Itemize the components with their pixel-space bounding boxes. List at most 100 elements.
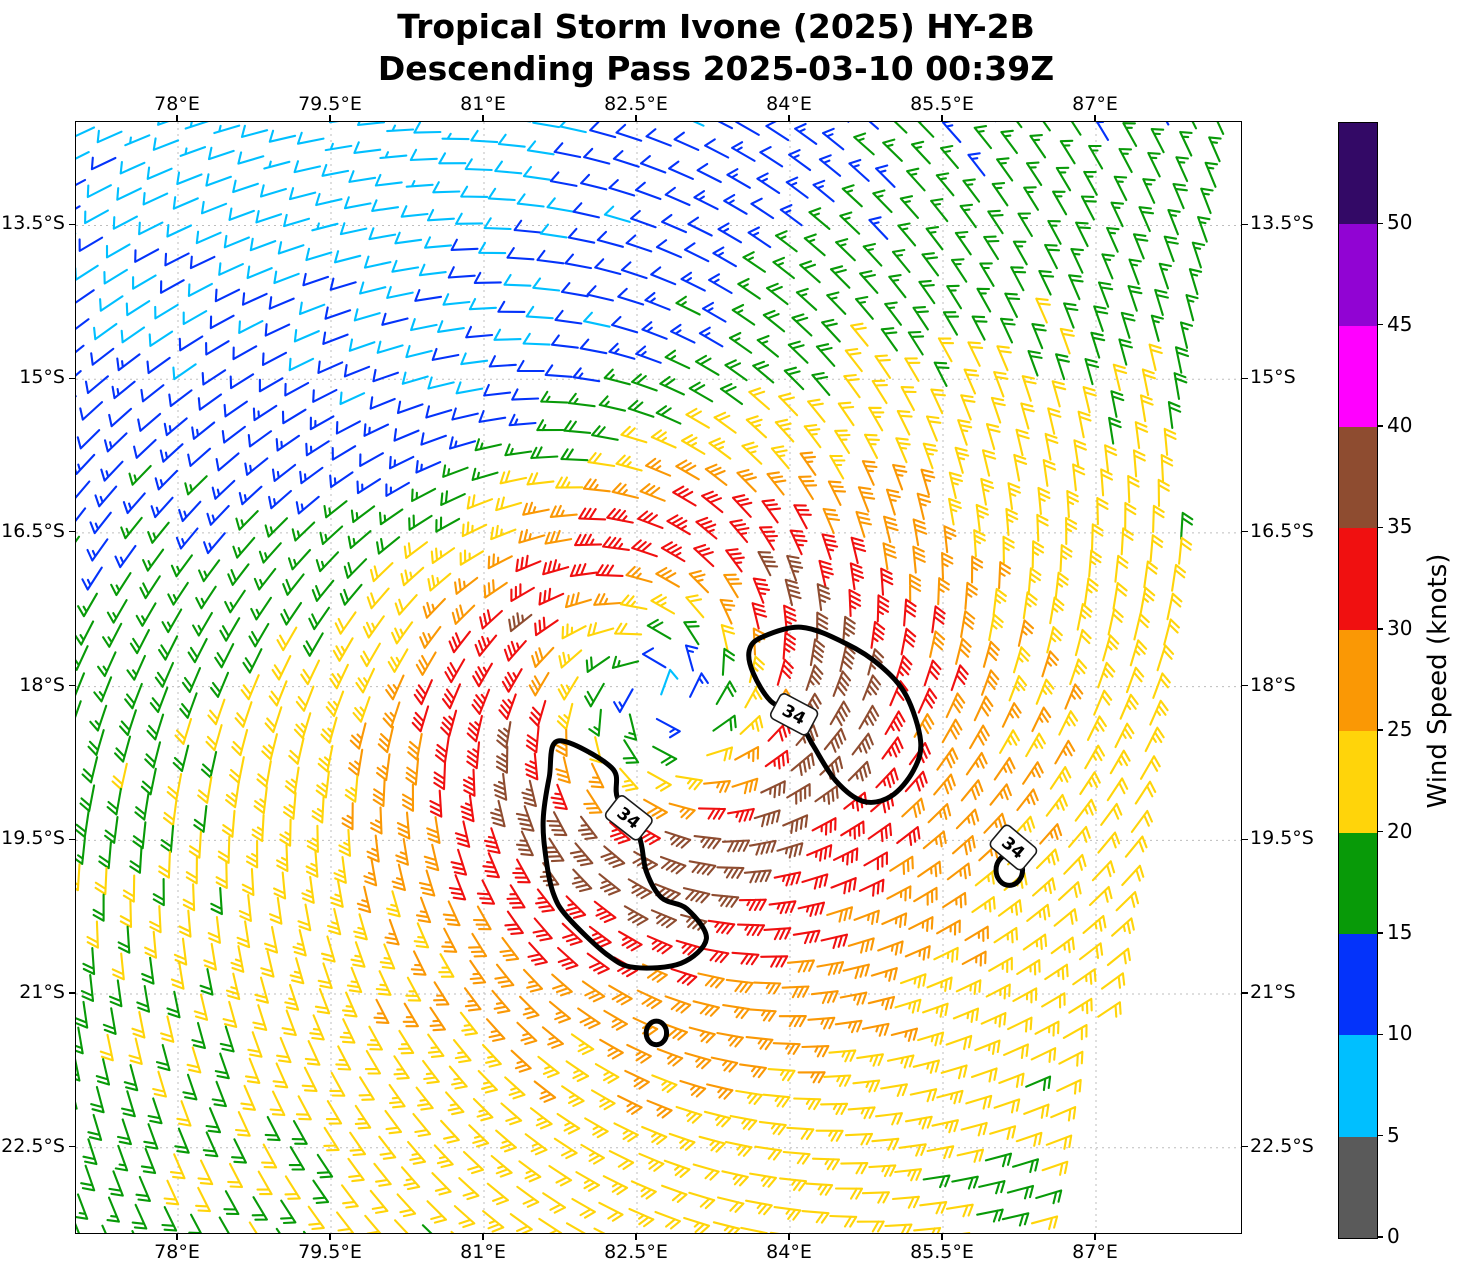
x-tick-label-top: 85.5°E	[910, 93, 974, 115]
x-tick-label-bottom: 82.5°E	[604, 1241, 668, 1263]
y-tick-label-left: 19.5°S	[1, 827, 65, 850]
x-tickmark-bottom	[941, 1234, 943, 1240]
x-tick-label-bottom: 84°E	[766, 1241, 812, 1263]
y-tick-label-left: 16.5°S	[1, 519, 65, 542]
colorbar-tickmark	[1377, 425, 1383, 427]
contour-ne-lobe	[746, 624, 924, 805]
colorbar-tickmark	[1377, 729, 1383, 731]
x-tick-label-bottom: 81°E	[460, 1241, 506, 1263]
y-tick-label-right: 15°S	[1250, 366, 1296, 389]
y-tick-label-left: 15°S	[19, 366, 65, 389]
y-tick-label-left: 21°S	[19, 981, 65, 1004]
colorbar-segment-30-35	[1339, 527, 1377, 630]
y-tickmark-right	[1242, 531, 1248, 533]
colorbar-tickmark	[1377, 324, 1383, 326]
x-tick-label-bottom: 87°E	[1072, 1241, 1118, 1263]
colorbar-tick-label: 45	[1387, 311, 1413, 336]
colorbar-tickmark	[1377, 830, 1383, 833]
x-tickmark-top	[482, 115, 484, 121]
y-tickmark-left	[69, 992, 75, 994]
title-line-1: Tropical Storm Ivone (2025) HY-2B	[397, 7, 1035, 46]
contour-south-speck	[643, 1018, 670, 1048]
title-line-2: Descending Pass 2025-03-10 00:39Z	[377, 49, 1055, 88]
colorbar-tickmark	[1377, 222, 1383, 225]
y-tick-label-left: 13.5°S	[1, 212, 65, 235]
x-tick-label-top: 81°E	[460, 93, 506, 115]
colorbar-segment-20-25	[1339, 730, 1377, 833]
x-tick-label-top: 79.5°E	[298, 93, 362, 115]
colorbar-tick-label: 35	[1387, 514, 1413, 539]
colorbar-tick-label: 50	[1387, 210, 1413, 235]
x-tick-label-top: 87°E	[1072, 93, 1118, 115]
x-tickmark-bottom	[329, 1234, 331, 1240]
x-tickmark-bottom	[788, 1234, 790, 1240]
colorbar-tickmark	[1377, 1236, 1383, 1238]
colorbar-segment-35-40	[1339, 426, 1377, 529]
colorbar-segment-45-50	[1339, 223, 1377, 326]
colorbar-axis-label: Wind Speed (knots)	[1423, 553, 1453, 809]
colorbar-tick-label: 0	[1387, 1224, 1400, 1248]
y-tickmark-left	[69, 223, 75, 226]
colorbar-tick-label: 30	[1387, 615, 1413, 640]
figure-title: Tropical Storm Ivone (2025) HY-2B Descen…	[0, 6, 1432, 90]
colorbar-tickmark	[1377, 932, 1383, 934]
y-tickmark-left	[69, 1146, 75, 1148]
colorbar-tick-label: 5	[1387, 1122, 1400, 1147]
x-tickmark-top	[788, 115, 790, 121]
x-tickmark-bottom	[176, 1234, 178, 1240]
y-tick-label-left: 18°S	[19, 673, 65, 696]
y-tick-label-right: 13.5°S	[1250, 212, 1314, 235]
y-tickmark-right	[1242, 992, 1248, 994]
y-tickmark-right	[1242, 377, 1248, 379]
colorbar-segment-10-15	[1339, 933, 1377, 1036]
y-tickmark-right	[1242, 1146, 1248, 1148]
y-tickmark-left	[69, 685, 75, 687]
x-tickmark-top	[941, 115, 943, 121]
x-tick-label-bottom: 79.5°E	[298, 1241, 362, 1263]
x-tickmark-top	[1094, 115, 1096, 121]
x-tick-label-bottom: 85.5°E	[910, 1241, 974, 1263]
colorbar-tickmark	[1377, 526, 1383, 529]
colorbar-tickmark	[1377, 1134, 1383, 1137]
colorbar-tick-label: 15	[1387, 919, 1413, 944]
colorbar-tick-label: 40	[1387, 413, 1413, 438]
colorbar-tick-label: 25	[1387, 717, 1413, 742]
gridlines	[76, 122, 1241, 1233]
y-tick-label-right: 21°S	[1250, 981, 1296, 1004]
colorbar-tick-label: 10	[1387, 1021, 1413, 1046]
colorbar-tickmark	[1377, 1033, 1383, 1035]
contour-label: 34	[769, 693, 819, 736]
colorbar-segment-50-55	[1339, 122, 1377, 225]
x-tickmark-bottom	[1094, 1234, 1096, 1240]
y-tickmark-right	[1242, 685, 1248, 687]
colorbar-tick-label: 20	[1387, 818, 1413, 843]
y-tick-label-right: 22.5°S	[1250, 1134, 1314, 1157]
y-tickmark-left	[69, 377, 75, 379]
colorbar-segment-15-20	[1339, 832, 1377, 934]
colorbar-segment-5-10	[1339, 1034, 1377, 1137]
colorbar-segment-0-5	[1339, 1136, 1377, 1238]
y-tickmark-right	[1242, 223, 1248, 226]
y-tickmark-right	[1242, 838, 1248, 840]
colorbar-segment-25-30	[1339, 629, 1377, 732]
x-tick-label-bottom: 78°E	[154, 1241, 200, 1263]
x-tick-label-top: 82.5°E	[604, 93, 668, 115]
x-tickmark-top	[329, 115, 331, 121]
y-tick-label-right: 18°S	[1250, 673, 1296, 696]
wind-barbs	[76, 122, 1225, 1233]
x-tick-label-top: 84°E	[766, 93, 812, 115]
y-tick-label-right: 19.5°S	[1250, 827, 1314, 850]
x-tick-label-top: 78°E	[154, 93, 200, 115]
y-tick-label-left: 22.5°S	[1, 1134, 65, 1157]
map-plot-area: 34 34 34	[75, 121, 1242, 1234]
x-tickmark-top	[635, 115, 637, 121]
x-tickmark-bottom	[635, 1234, 637, 1240]
colorbar-tickmark	[1377, 628, 1383, 630]
y-tick-label-right: 16.5°S	[1250, 519, 1314, 542]
colorbar-segment-40-45	[1339, 325, 1377, 428]
x-tickmark-top	[176, 115, 178, 121]
colorbar	[1338, 122, 1378, 1239]
y-tickmark-left	[69, 838, 75, 840]
